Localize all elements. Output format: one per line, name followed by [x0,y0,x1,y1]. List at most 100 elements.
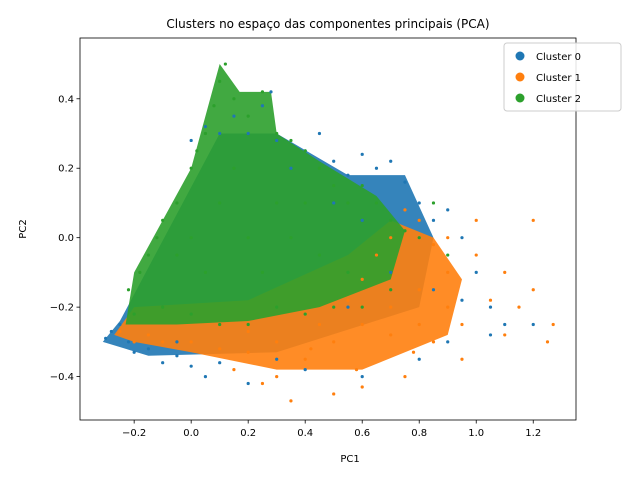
point-cluster-1-20 [460,357,464,361]
point-cluster-1-43 [354,368,359,372]
point-cluster-0-25 [389,159,393,163]
point-cluster-0-21 [332,159,336,163]
point-cluster-2-45 [289,236,293,240]
point-cluster-1-24 [332,392,336,396]
point-cluster-1-47 [517,305,521,309]
point-cluster-2-2 [146,253,151,257]
point-cluster-0-24 [374,166,379,170]
point-cluster-0-37 [360,374,364,379]
point-cluster-2-15 [275,131,279,136]
x-tick-label: 1.2 [525,428,541,439]
y-axis-label: PC2 [18,219,29,238]
point-cluster-1-23 [360,385,364,389]
point-cluster-0-3 [126,340,131,344]
point-cluster-2-7 [195,149,199,153]
point-cluster-2-40 [246,236,250,240]
x-tick-label: −0.2 [122,428,146,439]
point-cluster-1-8 [303,357,307,361]
legend: Cluster 0 Cluster 1 Cluster 2 [503,42,622,112]
point-cluster-2-26 [446,253,450,257]
cluster-2-region [125,64,405,325]
point-cluster-1-41 [446,236,450,240]
point-cluster-0-46 [460,298,464,302]
point-cluster-1-44 [309,347,313,351]
point-cluster-2-36 [161,305,165,309]
point-cluster-0-32 [488,305,493,309]
point-cluster-0-41 [175,354,179,358]
point-cluster-2-30 [332,305,336,309]
point-cluster-0-10 [189,138,193,143]
point-cluster-1-15 [503,270,507,275]
point-cluster-0-30 [460,236,464,240]
point-cluster-2-11 [223,62,227,66]
point-cluster-2-41 [275,201,279,205]
point-cluster-0-20 [317,131,322,136]
point-cluster-1-38 [317,322,322,327]
point-cluster-2-29 [360,305,364,309]
point-cluster-2-1 [138,270,142,275]
point-cluster-0-17 [275,138,279,143]
point-cluster-2-38 [189,236,193,240]
point-cluster-0-47 [488,333,493,337]
point-cluster-2-13 [246,114,250,118]
x-axis-label: PC1 [340,454,359,465]
point-cluster-2-22 [374,201,379,205]
point-cluster-1-3 [161,340,165,344]
point-cluster-2-21 [360,183,364,188]
point-cluster-0-36 [417,357,421,361]
point-cluster-1-36 [446,305,450,309]
legend-marker-cluster-2 [515,93,525,103]
point-cluster-2-14 [260,90,265,94]
point-cluster-0-9 [203,374,208,379]
y-tick-label: 0.2 [58,164,74,175]
point-cluster-2-31 [303,312,307,316]
point-cluster-1-7 [275,340,279,344]
point-cluster-0-6 [161,361,165,365]
x-tick-label: 0.8 [411,428,427,439]
point-cluster-1-48 [545,340,550,344]
y-axis-ticks: −0.4 −0.2 0.0 0.2 0.4 [50,94,80,383]
point-cluster-1-14 [474,253,478,257]
point-cluster-0-29 [446,208,450,212]
point-cluster-2-4 [161,218,165,222]
point-cluster-1-18 [531,218,535,222]
point-cluster-1-12 [417,288,421,292]
point-cluster-0-42 [332,201,336,205]
y-tick-label: −0.4 [50,372,74,383]
point-cluster-2-39 [218,201,222,205]
point-cluster-0-12 [218,131,222,136]
y-tick-label: 0.4 [58,94,74,105]
point-cluster-2-5 [175,201,179,205]
point-cluster-2-32 [275,305,279,309]
point-cluster-2-10 [218,79,222,84]
point-cluster-2-42 [232,166,236,170]
point-cluster-1-39 [346,298,350,302]
point-cluster-1-49 [460,322,464,327]
point-cluster-0-1 [109,329,113,334]
point-cluster-0-43 [360,218,364,222]
point-cluster-0-40 [218,361,222,365]
point-cluster-2-17 [303,149,307,153]
point-cluster-2-48 [175,253,179,257]
point-cluster-0-11 [203,124,208,129]
x-tick-label: 0.6 [354,428,370,439]
plot-frame [79,37,577,421]
point-cluster-0-13 [232,114,236,118]
point-cluster-1-45 [275,374,279,379]
scatter-points [104,62,555,403]
point-cluster-2-47 [346,270,350,275]
point-cluster-0-16 [269,90,273,94]
point-cluster-1-29 [403,208,407,212]
x-axis-ticks: −0.2 0.0 0.2 0.4 0.6 0.8 1.0 1.2 [122,420,541,439]
legend-label-cluster-1: Cluster 1 [536,73,581,84]
point-cluster-2-9 [212,104,216,108]
point-cluster-1-17 [551,322,555,327]
point-cluster-0-23 [360,152,364,156]
x-tick-label: 0.0 [183,428,199,439]
point-cluster-0-0 [104,336,108,340]
point-cluster-1-42 [411,350,416,354]
point-cluster-1-26 [260,381,265,386]
point-cluster-2-25 [417,236,421,240]
point-cluster-0-27 [417,201,421,205]
point-cluster-0-7 [175,340,179,344]
